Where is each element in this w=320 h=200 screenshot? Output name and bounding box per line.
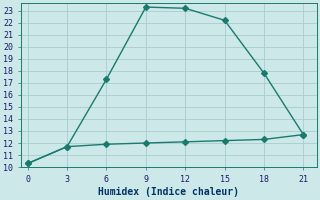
X-axis label: Humidex (Indice chaleur): Humidex (Indice chaleur) (98, 186, 239, 197)
